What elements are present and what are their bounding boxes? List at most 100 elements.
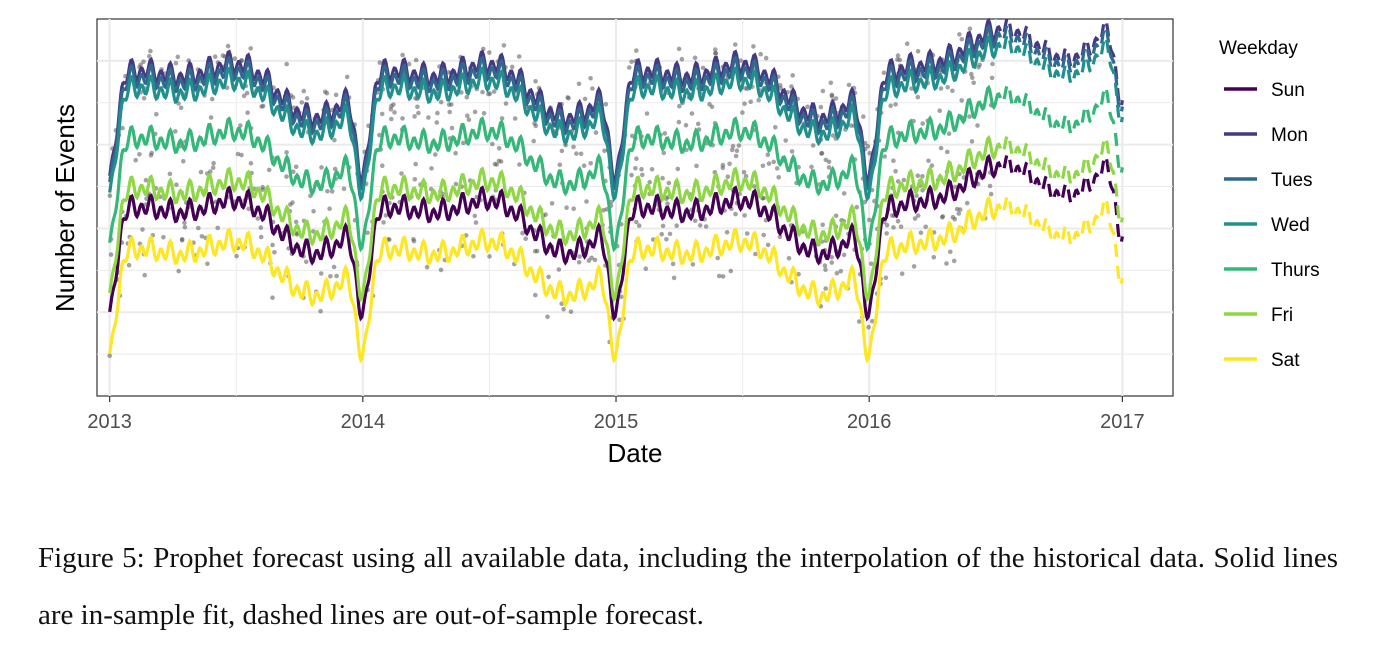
x-tick-label: 2016 <box>847 411 892 433</box>
forecast-line-sat <box>994 192 1124 290</box>
observed-point <box>828 80 834 86</box>
observed-point <box>435 110 440 116</box>
forecast-line-sun <box>994 150 1124 248</box>
observed-point <box>210 165 216 170</box>
observed-point <box>829 260 835 265</box>
observed-point <box>329 189 335 194</box>
observed-point <box>975 123 980 128</box>
observed-point <box>950 88 955 94</box>
observed-point <box>126 262 132 268</box>
observed-point <box>904 41 910 46</box>
observed-point <box>703 224 709 229</box>
observed-point <box>829 254 834 260</box>
observed-point <box>692 218 698 224</box>
observed-point <box>664 237 669 242</box>
observed-point <box>161 235 166 240</box>
observed-point <box>884 222 890 228</box>
observed-point <box>377 132 382 138</box>
observed-point <box>138 62 143 68</box>
observed-point <box>465 113 470 118</box>
observed-point <box>480 89 485 95</box>
observed-point <box>790 73 795 78</box>
observed-point <box>748 99 753 104</box>
observed-point <box>205 261 210 267</box>
observed-point <box>956 211 962 216</box>
legend-label-sat: Sat <box>1271 350 1300 371</box>
legend-label-tues: Tues <box>1271 170 1313 191</box>
observed-point <box>400 116 405 121</box>
observed-point <box>590 86 595 91</box>
observed-point <box>266 167 272 173</box>
observed-point <box>576 81 582 87</box>
observed-point <box>884 231 889 236</box>
observed-point <box>644 111 650 116</box>
observed-point <box>365 230 370 236</box>
observed-point <box>584 199 589 204</box>
observed-point <box>341 186 347 192</box>
observed-point <box>765 152 771 158</box>
forecast-chart: 2013 2014 2015 2016 2017 Date Number of Even… <box>50 14 1320 468</box>
observed-point <box>140 227 145 232</box>
observed-point <box>559 148 565 154</box>
legend-label-thurs: Thurs <box>1271 260 1320 281</box>
observed-point <box>670 261 676 267</box>
observed-point <box>683 122 689 128</box>
observed-point <box>501 43 507 48</box>
observed-point <box>196 225 201 231</box>
observed-point <box>318 308 323 314</box>
observed-point <box>967 26 973 32</box>
observed-point <box>700 65 706 71</box>
observed-point <box>819 151 824 156</box>
observed-point <box>235 151 241 157</box>
observed-point <box>556 267 562 272</box>
observed-point <box>512 116 518 121</box>
observed-point <box>176 268 181 274</box>
observed-point <box>660 175 665 181</box>
observed-point <box>232 56 238 61</box>
observed-point <box>284 150 289 155</box>
observed-point <box>413 161 419 167</box>
observed-point <box>147 54 152 59</box>
legend-title: Weekday <box>1219 38 1298 59</box>
observed-point <box>786 255 792 261</box>
observed-point <box>761 195 766 201</box>
observed-point <box>466 117 472 122</box>
observed-point <box>967 114 972 119</box>
observed-point <box>740 110 745 115</box>
observed-point <box>492 161 498 167</box>
observed-point <box>756 97 761 103</box>
observed-point <box>665 201 670 206</box>
observed-point <box>566 96 571 101</box>
observed-point <box>777 234 783 240</box>
observed-point <box>581 163 587 168</box>
observed-point <box>758 51 763 57</box>
y-axis-title: Number of Events <box>50 104 80 312</box>
observed-point <box>141 96 147 101</box>
observed-point <box>379 111 385 117</box>
observed-point <box>424 264 430 270</box>
observed-point <box>380 163 385 168</box>
observed-point <box>593 130 599 135</box>
observed-point <box>773 125 778 130</box>
observed-point <box>154 111 159 117</box>
observed-point <box>534 248 540 254</box>
observed-point <box>634 219 639 225</box>
observed-point <box>332 137 337 143</box>
observed-point <box>211 160 216 166</box>
observed-point <box>957 32 962 37</box>
observed-point <box>299 100 305 105</box>
observed-point <box>990 61 995 67</box>
observed-point <box>473 220 479 225</box>
fit-line-thurs <box>108 84 998 253</box>
observed-point <box>293 219 299 225</box>
observed-point <box>120 125 125 131</box>
observed-point <box>938 86 944 91</box>
forecast-line-tues <box>994 20 1124 118</box>
forecast-figure: 2013 2014 2015 2016 2017 Date Number of Even… <box>50 14 1320 468</box>
fit-line-tues <box>108 23 998 192</box>
observed-point <box>895 53 901 58</box>
observed-point <box>713 47 718 52</box>
observed-point <box>823 157 829 163</box>
observed-point <box>303 259 309 265</box>
observed-point <box>416 110 421 116</box>
